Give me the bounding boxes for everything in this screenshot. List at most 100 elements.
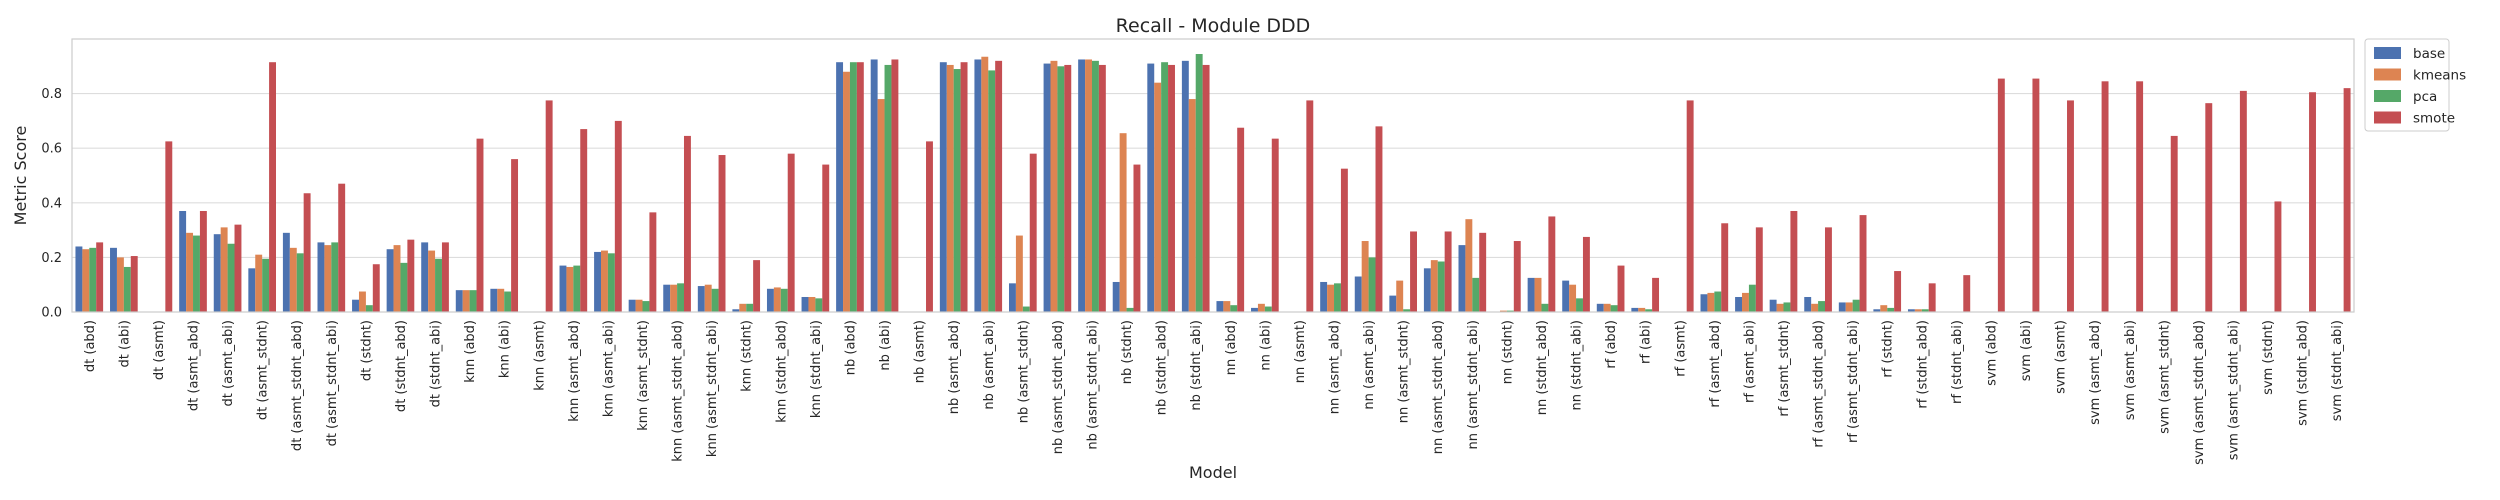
x-tick-label: nn (stdnt_abd) (1535, 320, 1550, 415)
x-tick-label: rf (abi) (1639, 320, 1654, 364)
bar-pca (711, 288, 719, 312)
bar-smote (1098, 64, 1106, 312)
x-tick-label: rf (stdnt_abi) (1950, 320, 1965, 404)
x-tick-label: knn (abi) (498, 320, 513, 378)
x-tick-label: dt (asmt_abd) (187, 320, 202, 411)
x-tick-label: knn (asmt_abd) (567, 320, 582, 422)
bar-kmeans (1845, 302, 1853, 312)
x-tick-label: nn (asmt_stdnt) (1397, 320, 1412, 423)
x-tick-label: dt (stdnt) (359, 320, 374, 381)
bar-pca (1057, 66, 1065, 312)
bar-kmeans (1119, 133, 1127, 312)
bar-smote (1582, 236, 1590, 312)
bar-base (663, 284, 671, 312)
bar-base (421, 242, 429, 312)
bar-smote (856, 62, 864, 313)
bar-smote (1133, 164, 1141, 312)
bar-kmeans (1188, 99, 1196, 312)
legend-swatch-base (2374, 47, 2401, 59)
y-tick-label: 0.2 (41, 251, 62, 266)
bar-smote (269, 62, 276, 313)
bar-base (1596, 303, 1604, 312)
bar-kmeans (1742, 292, 1749, 312)
bar-kmeans (704, 284, 712, 312)
x-tick-label: nn (abd) (1224, 320, 1239, 375)
bar-smote (234, 224, 242, 312)
bar-base (559, 265, 567, 312)
x-tick-label: nb (asmt_stdnt) (1016, 320, 1031, 423)
bar-smote (130, 256, 138, 312)
bar-kmeans (1085, 59, 1092, 312)
x-tick-label: dt (stdnt_abi) (429, 320, 444, 407)
bar-smote (2170, 135, 2178, 312)
bar-smote (960, 62, 968, 313)
bar-kmeans (946, 64, 954, 312)
bar-pca (1264, 306, 1272, 312)
legend-label-smote: smote (2413, 111, 2455, 127)
bar-pca (1472, 277, 1480, 313)
bar-base (1700, 294, 1708, 312)
bar-smote (1652, 277, 1660, 313)
x-tick-label: nb (stdnt) (1120, 320, 1135, 384)
bar-smote (476, 138, 484, 312)
bar-pca (1437, 261, 1445, 312)
bar-base (974, 59, 982, 312)
bar-kmeans (497, 288, 505, 312)
bar-base (455, 290, 463, 312)
bar-kmeans (1499, 310, 1507, 312)
bar-smote (718, 155, 726, 312)
y-tick-label: 0.8 (41, 87, 62, 102)
bar-pca (1576, 298, 1583, 312)
y-tick-label: 0.6 (41, 142, 62, 157)
bar-pca (953, 69, 961, 312)
bar-base (1354, 276, 1362, 312)
legend-swatch-kmeans (2374, 68, 2401, 81)
x-tick-label: rf (stdnt) (1881, 320, 1896, 378)
x-tick-label: knn (asmt_stdnt_abi) (705, 320, 720, 457)
bar-pca (884, 64, 892, 312)
bar-smote (2343, 88, 2351, 312)
bar-smote (407, 239, 415, 312)
y-tick-label: 0.4 (41, 196, 62, 211)
bar-pca (1818, 301, 1825, 312)
bar-kmeans (1707, 292, 1715, 312)
x-tick-label: rf (asmt) (1673, 320, 1688, 377)
bar-kmeans (1534, 277, 1542, 313)
bar-base (870, 59, 878, 312)
bar-base (1043, 63, 1051, 312)
bar-smote (1444, 231, 1452, 312)
bar-base (1631, 307, 1639, 312)
bar-base (1423, 268, 1431, 312)
bar-base (1320, 281, 1328, 312)
bar-kmeans (186, 232, 194, 312)
bar-pca (1506, 310, 1514, 312)
x-tick-label: nb (asmt_abd) (947, 320, 962, 414)
bar-pca (677, 283, 684, 312)
bar-kmeans (670, 284, 678, 312)
bar-pca (1921, 309, 1929, 312)
bar-smote (649, 212, 657, 312)
bar-smote (2239, 90, 2247, 313)
bar-kmeans (324, 245, 332, 312)
x-tick-label: rf (abd) (1604, 320, 1619, 369)
bar-pca (435, 258, 442, 312)
bar-pca (365, 305, 373, 312)
x-tick-label: rf (asmt_abi) (1742, 320, 1757, 403)
legend-label-pca: pca (2413, 89, 2437, 105)
legend: base kmeans pca smote (2364, 38, 2466, 132)
x-tick-label: svm (asmt_abd) (2088, 320, 2103, 425)
bar-smote (1755, 227, 1763, 312)
x-tick-label: nn (asmt_stdnt_abi) (1466, 320, 1481, 450)
bar-pca (1645, 309, 1653, 312)
bar-kmeans (428, 250, 436, 312)
bar-kmeans (1257, 303, 1265, 312)
x-tick-label: svm (asmt) (2054, 320, 2069, 394)
x-tick-label: dt (asmt) (152, 320, 167, 380)
bar-smote (1997, 78, 2005, 312)
bar-kmeans (1880, 305, 1888, 312)
x-tick-label: knn (stdnt_abi) (809, 320, 824, 418)
bar-kmeans (773, 287, 781, 312)
bar-kmeans (1776, 303, 1784, 312)
bar-kmeans (1396, 280, 1404, 312)
x-tick-label: nb (asmt_stdnt_abd) (1051, 320, 1066, 454)
